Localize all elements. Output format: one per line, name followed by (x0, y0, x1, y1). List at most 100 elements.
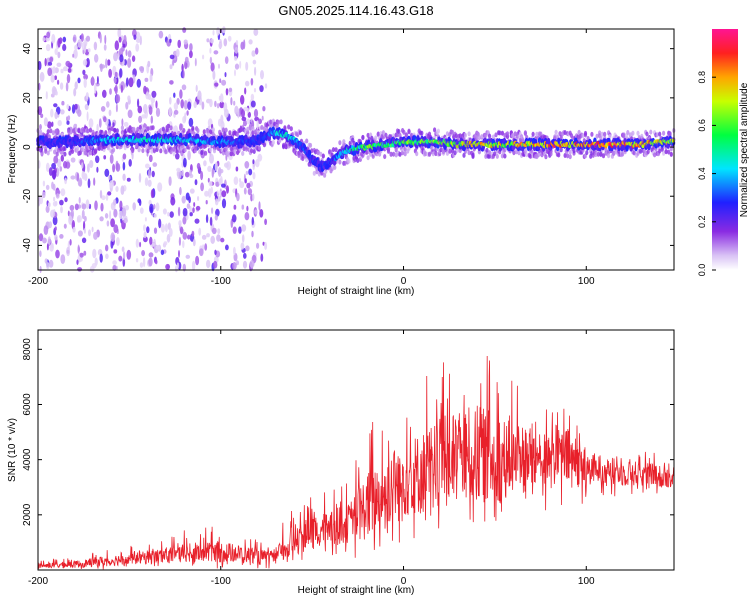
spectrogram-cell (445, 150, 449, 156)
spectrogram-cell (77, 216, 81, 223)
spectrogram-cell (549, 151, 553, 157)
spectrogram-cell (559, 147, 563, 153)
spectrogram-cell (218, 178, 223, 186)
spectrogram-cell (239, 127, 243, 133)
spectrogram-cell (86, 111, 89, 122)
spectrogram-cell (577, 129, 581, 135)
spectrogram-cell (66, 73, 71, 84)
spectrogram-cell (67, 129, 71, 134)
spectrogram-cell (76, 146, 80, 152)
spectrogram-cell (47, 61, 53, 66)
spectrogram-cell (195, 84, 198, 92)
spectrogram-cell (151, 125, 155, 131)
spectrogram-cell (49, 56, 54, 63)
spectrogram-cell (225, 244, 229, 251)
spectrogram-cell (94, 83, 97, 94)
spectrogram-cell (180, 99, 184, 109)
spectrogram-cell (46, 31, 51, 39)
colorbar-tick-label: 0.4 (697, 167, 707, 180)
spectrogram-cell (53, 196, 56, 202)
spectrogram-cell (646, 149, 650, 155)
spectrogram-cell (186, 203, 191, 209)
spectrogram-cell (389, 151, 393, 157)
spectrogram-cell (241, 204, 245, 210)
spectrogram-cell (177, 206, 181, 217)
spectrogram-cell (251, 50, 256, 57)
spectrogram-cell (148, 154, 153, 163)
spectrogram-cell (505, 131, 510, 137)
spectrogram-cell (178, 220, 182, 227)
spectrogram-cell (158, 30, 164, 39)
spectrogram-cell (261, 115, 264, 121)
spectrogram-cell (57, 158, 62, 168)
spectrogram-cell (669, 151, 673, 157)
spectrogram-cell (184, 56, 189, 63)
spectrogram-cell (450, 129, 455, 135)
spectrogram-cell (181, 63, 184, 72)
spectrogram-cell (53, 155, 59, 164)
spectrogram-cell (467, 150, 471, 156)
spectrogram-cell (397, 129, 401, 134)
spectrogram-cell (182, 69, 185, 79)
spectrogram-cell (38, 82, 41, 91)
spectrogram-cell (115, 94, 121, 104)
spectrogram-cell (216, 190, 219, 197)
spectrogram-cell (113, 249, 118, 254)
spectrogram-cell (196, 128, 200, 133)
spectrogram-cell (77, 230, 83, 237)
spectrogram-cell (77, 77, 81, 84)
spectrogram-cell (513, 131, 517, 137)
spectrogram-cell (136, 126, 140, 132)
spectrogram-cell (458, 133, 462, 139)
spectrogram-cell (191, 230, 195, 237)
spectrogram-cell (431, 151, 435, 157)
spectrogram-cell (221, 127, 226, 133)
spectrogram-cell (207, 165, 212, 172)
spectrogram-cell (480, 133, 484, 139)
spectrogram-cell (233, 55, 238, 61)
spectrogram-cell (471, 152, 475, 158)
spectrogram-cell (668, 131, 672, 137)
spectrogram-cell (56, 62, 62, 67)
spectrogram-cell (93, 177, 96, 186)
spectrogram-cell (394, 147, 398, 153)
spectrogram-cell (224, 72, 227, 78)
spectrogram-cell (183, 157, 187, 168)
spectrogram-cell (150, 189, 154, 199)
spectrogram-cell (85, 92, 89, 100)
spectrogram-cell (138, 115, 143, 124)
spectrogram-cell (54, 90, 58, 96)
spectrogram-cell (74, 81, 78, 90)
spectrogram-cell (74, 203, 79, 211)
spectrogram-cell (66, 104, 70, 110)
spectrogram-cell (59, 234, 64, 239)
colorbar-tick-label: 0.0 (697, 264, 707, 277)
spectrogram-cell (152, 162, 158, 167)
spectrogram-cell (88, 127, 93, 133)
spectrogram-cell (93, 231, 98, 240)
spectrogram-cell (168, 227, 173, 237)
spectrogram-cell (108, 68, 112, 78)
spectrogram-cell (39, 147, 43, 153)
spectrogram-cell (262, 241, 265, 246)
spectrogram-cell (636, 130, 640, 136)
spectrogram-cell (365, 149, 369, 155)
spectrogram-cell (185, 254, 191, 259)
spectrogram-cell (47, 134, 52, 140)
spectrogram-cell (54, 111, 58, 120)
spectrogram-cell (544, 154, 548, 160)
spectrogram-cell (109, 88, 112, 95)
spectrogram-cell (204, 243, 208, 251)
spectrogram-cell (74, 103, 78, 110)
spectrogram-cell (271, 139, 275, 145)
spectrogram-cell (145, 163, 150, 169)
spectrogram-cell (113, 127, 117, 133)
spectrogram-cell (209, 98, 213, 108)
spectrogram-cell (214, 161, 218, 172)
spectrogram-cell (512, 150, 516, 156)
spectrogram-cell (122, 153, 127, 160)
spectrogram-cell (38, 233, 44, 242)
spectrogram-cell (148, 252, 154, 258)
spectrogram-cell (216, 27, 220, 36)
spectrogram-cell (599, 151, 603, 157)
